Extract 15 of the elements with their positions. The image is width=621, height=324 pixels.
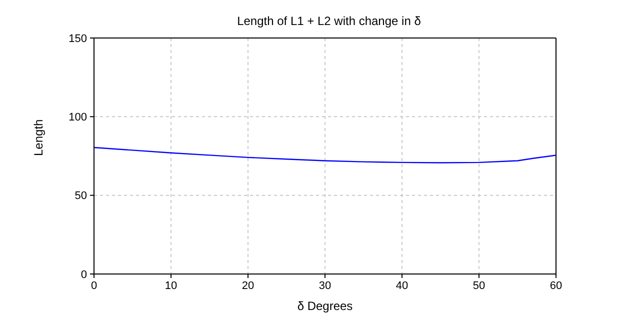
y-axis-title: Length <box>31 119 46 156</box>
line-series <box>94 146 556 164</box>
x-tick-label: 30 <box>318 280 332 292</box>
chart-title: Length of L1 + L2 with change in δ <box>236 14 422 28</box>
x-tick-label: 0 <box>90 280 98 292</box>
x-tick-label: 60 <box>550 280 562 292</box>
x-axis-title: δ Degrees <box>297 299 353 313</box>
x-tick-label: 40 <box>396 280 408 292</box>
x-tick-label: 10 <box>164 280 178 292</box>
x-tick-label: 20 <box>242 280 254 292</box>
y-tick-label: 50 <box>74 190 87 202</box>
y-tick-label: 100 <box>68 112 87 124</box>
x-tick-label: 50 <box>472 280 486 292</box>
y-tick-label: 150 <box>68 32 87 45</box>
y-tick-label: 0 <box>80 268 87 281</box>
